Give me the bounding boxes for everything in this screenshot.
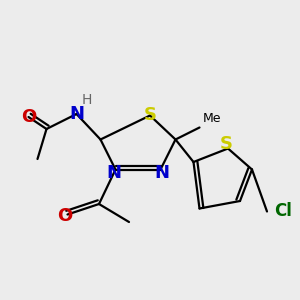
Text: N: N [69, 105, 84, 123]
Text: S: S [143, 106, 157, 124]
Text: Me: Me [202, 112, 221, 124]
Text: N: N [106, 164, 122, 181]
Text: O: O [21, 108, 36, 126]
Text: H: H [82, 94, 92, 107]
Text: N: N [154, 164, 169, 181]
Text: S: S [220, 135, 233, 153]
Text: Cl: Cl [274, 202, 292, 220]
Text: O: O [57, 207, 72, 225]
